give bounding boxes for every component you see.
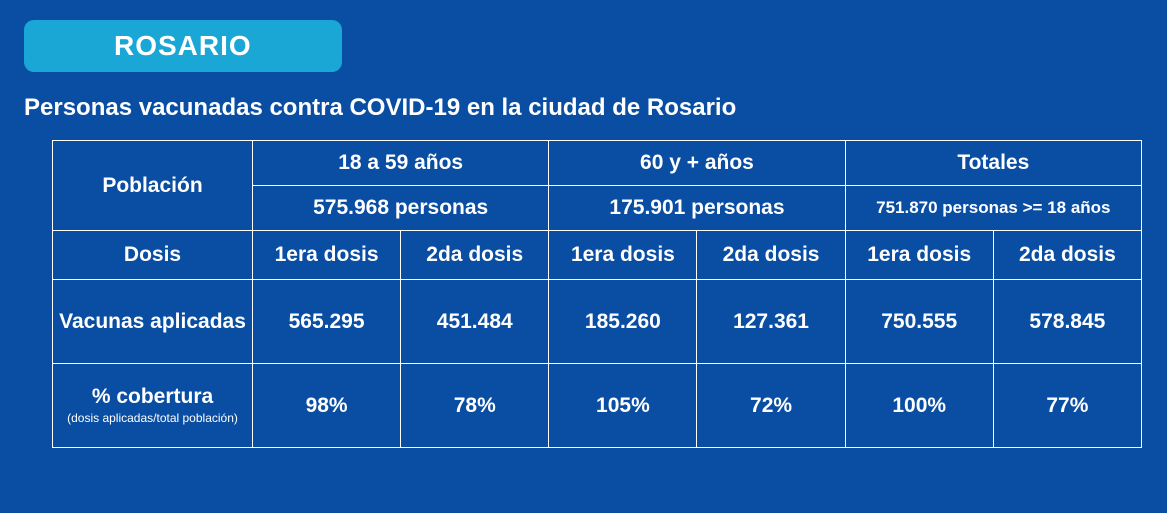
- cobertura-cell: 78%: [401, 364, 549, 448]
- table-row: Población 18 a 59 años 60 y + años Total…: [53, 141, 1142, 186]
- vaccination-table: Población 18 a 59 años 60 y + años Total…: [52, 140, 1142, 448]
- dose-label: 1era dosis: [549, 231, 697, 280]
- vacunas-cell: 750.555: [845, 280, 993, 364]
- group-pop: 575.968 personas: [253, 186, 549, 231]
- dose-label: 2da dosis: [401, 231, 549, 280]
- table-container: Población 18 a 59 años 60 y + años Total…: [24, 140, 1143, 448]
- header-poblacion: Población: [53, 141, 253, 231]
- cobertura-cell: 98%: [253, 364, 401, 448]
- cobertura-cell: 100%: [845, 364, 993, 448]
- city-badge: ROSARIO: [24, 20, 342, 72]
- dose-label: 2da dosis: [993, 231, 1141, 280]
- header-dosis: Dosis: [53, 231, 253, 280]
- table-row: Dosis 1era dosis 2da dosis 1era dosis 2d…: [53, 231, 1142, 280]
- table-row: Vacunas aplicadas 565.295 451.484 185.26…: [53, 280, 1142, 364]
- dose-label: 1era dosis: [845, 231, 993, 280]
- vacunas-cell: 185.260: [549, 280, 697, 364]
- cobertura-label: % cobertura: [92, 385, 213, 408]
- cobertura-cell: 77%: [993, 364, 1141, 448]
- group-header: 18 a 59 años: [253, 141, 549, 186]
- table-row: % cobertura (dosis aplicadas/total pobla…: [53, 364, 1142, 448]
- group-header: Totales: [845, 141, 1141, 186]
- header-cobertura: % cobertura (dosis aplicadas/total pobla…: [53, 364, 253, 448]
- cobertura-cell: 72%: [697, 364, 845, 448]
- group-pop: 175.901 personas: [549, 186, 845, 231]
- header-vacunas: Vacunas aplicadas: [53, 280, 253, 364]
- group-header: 60 y + años: [549, 141, 845, 186]
- cobertura-note: (dosis aplicadas/total población): [59, 411, 246, 425]
- cobertura-cell: 105%: [549, 364, 697, 448]
- vacunas-cell: 565.295: [253, 280, 401, 364]
- page-title: Personas vacunadas contra COVID-19 en la…: [24, 94, 1143, 122]
- group-pop: 751.870 personas >= 18 años: [845, 186, 1141, 231]
- dose-label: 1era dosis: [253, 231, 401, 280]
- vacunas-cell: 127.361: [697, 280, 845, 364]
- vacunas-cell: 578.845: [993, 280, 1141, 364]
- vacunas-cell: 451.484: [401, 280, 549, 364]
- dose-label: 2da dosis: [697, 231, 845, 280]
